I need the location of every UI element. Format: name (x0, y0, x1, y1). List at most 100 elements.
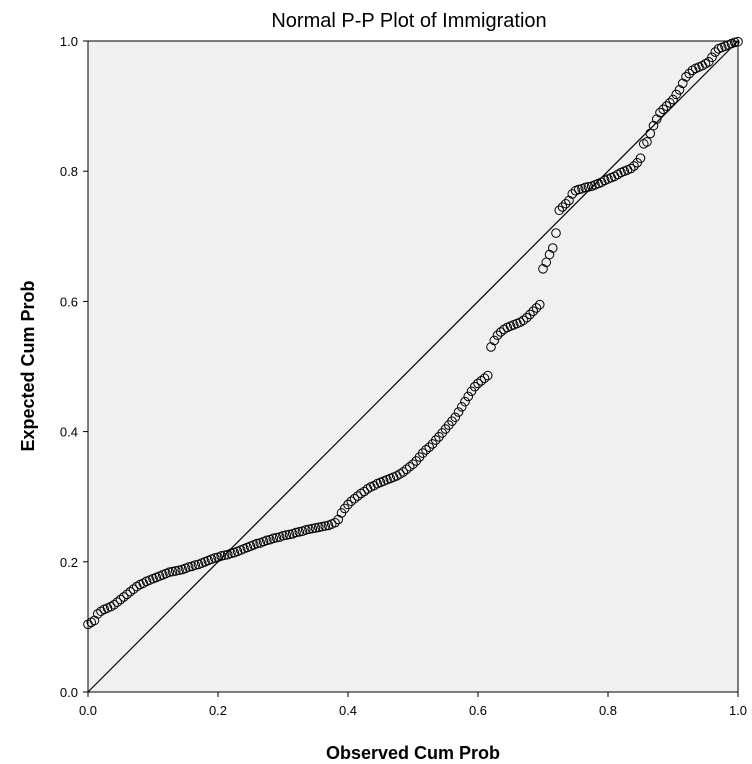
data-point (352, 491, 363, 501)
data-point (460, 396, 470, 407)
y-tick-label: 0.2 (60, 555, 78, 570)
data-point (677, 78, 688, 89)
data-point (729, 37, 740, 48)
data-point (291, 527, 301, 538)
data-point (486, 342, 496, 352)
data-point (625, 163, 636, 174)
data-point (268, 533, 279, 544)
x-tick-label: 1.0 (729, 703, 747, 718)
data-point (109, 599, 119, 610)
data-point (118, 592, 129, 602)
data-point (164, 567, 175, 578)
data-point (190, 560, 201, 570)
data-point (408, 459, 418, 469)
data-point (424, 442, 435, 453)
data-point (495, 327, 506, 337)
data-point (661, 101, 672, 111)
data-point (573, 184, 584, 195)
data-point (261, 535, 272, 546)
data-point (330, 517, 340, 528)
data-point (642, 137, 652, 147)
data-point (629, 161, 639, 171)
data-point (430, 435, 441, 445)
data-point (551, 228, 561, 238)
data-point (252, 538, 262, 549)
data-point (518, 315, 529, 326)
data-point (281, 530, 292, 540)
x-tick-label: 0.0 (79, 703, 97, 718)
data-point (122, 589, 132, 600)
data-point (450, 412, 461, 423)
data-point (658, 104, 669, 115)
data-point (398, 467, 409, 477)
data-point (707, 52, 717, 63)
data-point (96, 606, 106, 617)
data-point (271, 532, 282, 543)
data-point (544, 249, 555, 260)
data-point (300, 525, 311, 535)
data-point (567, 189, 578, 199)
reference-line (87, 40, 739, 693)
data-point (359, 486, 370, 497)
data-point (404, 461, 415, 472)
data-point (349, 493, 360, 504)
data-point (112, 597, 123, 607)
data-point (313, 522, 324, 533)
data-point (219, 550, 230, 561)
data-point (401, 464, 412, 475)
data-point (525, 309, 535, 320)
data-point (668, 94, 678, 105)
data-point (557, 202, 568, 212)
data-point (125, 586, 136, 597)
data-point (638, 139, 649, 149)
data-point (655, 107, 665, 118)
data-point (128, 584, 139, 594)
data-point (417, 448, 428, 458)
data-point (580, 182, 591, 193)
data-point (294, 527, 305, 537)
data-point (710, 47, 721, 57)
data-point (456, 402, 467, 412)
data-point (521, 312, 532, 323)
x-axis-label: Observed Cum Prob (326, 743, 500, 763)
chart-title: Normal P-P Plot of Immigration (271, 10, 546, 32)
y-tick-label: 0.8 (60, 164, 78, 179)
data-point (284, 529, 295, 540)
data-point (304, 524, 314, 535)
data-point (538, 264, 548, 274)
data-point (92, 609, 103, 619)
data-point (320, 521, 331, 531)
data-point (635, 153, 646, 163)
data-point (528, 306, 539, 316)
data-point (534, 299, 545, 310)
data-point (310, 523, 321, 533)
data-point (346, 496, 357, 507)
y-tick-label: 0.0 (60, 685, 78, 700)
data-point (226, 548, 236, 559)
data-point (596, 177, 607, 188)
data-point (684, 68, 695, 79)
y-axis-label: Expected Cum Prob (18, 280, 38, 451)
data-point (492, 330, 503, 341)
data-point (170, 566, 181, 576)
data-point (733, 36, 743, 47)
data-point (115, 594, 126, 605)
x-axis-ticks: 0.0 0.2 0.4 0.6 0.8 1.0 (79, 692, 747, 718)
data-point (674, 85, 685, 95)
data-point (687, 65, 698, 76)
data-point (183, 562, 194, 572)
data-point (167, 566, 178, 577)
data-point (583, 182, 594, 192)
x-tick-label: 0.4 (339, 703, 357, 718)
data-point (453, 407, 464, 417)
x-tick-label: 0.6 (469, 703, 487, 718)
data-point (664, 98, 675, 108)
data-point (681, 72, 691, 82)
data-point (469, 381, 480, 392)
data-point (476, 376, 487, 386)
data-point (547, 243, 558, 253)
data-point (564, 195, 574, 206)
data-point (531, 303, 542, 313)
x-tick-label: 0.8 (599, 703, 617, 718)
